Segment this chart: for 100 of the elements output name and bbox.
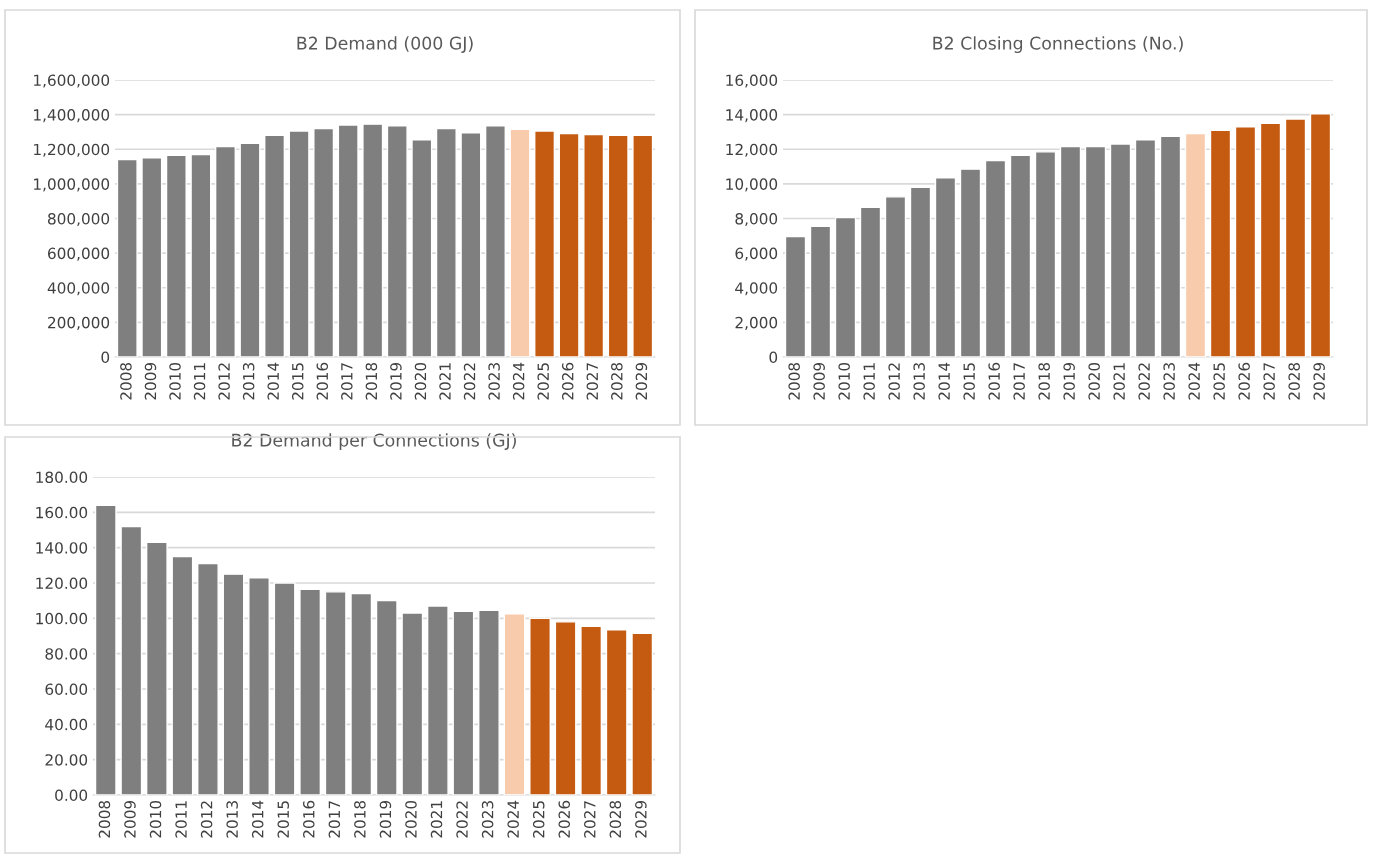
- bar: [509, 128, 531, 357]
- y-tick-label: 1,400,000: [34, 109, 110, 123]
- x-tick-label: 2021: [439, 363, 451, 400]
- y-tick-label: 4,000: [735, 282, 778, 296]
- x-tick-label: 2009: [813, 362, 825, 400]
- bar: [324, 591, 347, 795]
- bar: [350, 592, 373, 795]
- y-tick-label: 40.00: [45, 718, 88, 731]
- x-tick-label: 2019: [390, 362, 402, 400]
- bar: [435, 127, 457, 357]
- x-tick-label: 2020: [414, 362, 427, 400]
- x-tick-label: 2015: [277, 801, 290, 838]
- y-tick-label: 120.00: [36, 577, 88, 590]
- bar: [984, 159, 1007, 357]
- bar: [411, 139, 433, 357]
- x-tick-label: 2027: [584, 801, 596, 838]
- x-tick-label: 2016: [316, 362, 329, 400]
- bar: [534, 130, 556, 357]
- y-tick-label: 100.00: [36, 612, 88, 625]
- bar: [460, 132, 482, 357]
- x-tick-label: 2010: [149, 800, 162, 838]
- y-tick-label: 0.00: [55, 789, 88, 802]
- x-tick-label: 2024: [512, 362, 525, 400]
- bar: [239, 142, 261, 357]
- x-tick-label: 2022: [463, 363, 476, 400]
- x-tick-label: 2026: [558, 800, 571, 838]
- bar: [386, 125, 408, 357]
- bar: [313, 127, 335, 357]
- y-tick-label: 80.00: [45, 648, 88, 660]
- x-tick-label: 2029: [1313, 362, 1325, 400]
- x-tick-label: 2008: [788, 362, 800, 400]
- y-tick-label: 0: [101, 351, 110, 364]
- bar: [884, 196, 907, 357]
- x-tick-label: 2023: [481, 801, 494, 838]
- x-tick-label: 2008: [98, 800, 111, 838]
- x-tick-label: 2028: [611, 362, 623, 400]
- bar: [859, 206, 882, 357]
- bar: [478, 609, 500, 795]
- bar: [362, 123, 384, 357]
- bar: [145, 541, 168, 795]
- bar: [273, 582, 296, 795]
- y-tick-label: 400,000: [47, 282, 110, 296]
- x-tick-label: 2024: [507, 800, 519, 838]
- y-tick-label: 0: [769, 351, 778, 364]
- y-tick-label: 1,600,000: [34, 74, 110, 88]
- bar: [1159, 135, 1182, 357]
- bar: [834, 216, 857, 357]
- bar: [401, 612, 424, 795]
- bar: [1184, 132, 1207, 357]
- x-tick-label: 2028: [609, 800, 622, 838]
- bar: [1084, 145, 1107, 357]
- y-tick-label: 160.00: [36, 506, 88, 519]
- x-tick-label: 2014: [938, 362, 950, 400]
- x-tick-label: 2012: [218, 363, 230, 400]
- x-tick-label: 2010: [169, 362, 181, 400]
- bar: [1309, 113, 1332, 357]
- chart-title: B2 Demand per Connections (GJ): [232, 433, 516, 451]
- x-tick-label: 2017: [328, 801, 341, 838]
- bar: [222, 573, 245, 795]
- x-tick-label: 2019: [379, 800, 392, 838]
- x-tick-label: 2008: [120, 362, 132, 400]
- x-tick-label: 2024: [1188, 362, 1200, 400]
- x-tick-label: 2011: [193, 363, 206, 400]
- x-tick-label: 2009: [144, 362, 157, 400]
- bar: [583, 133, 605, 357]
- x-tick-label: 2029: [635, 800, 647, 838]
- bar: [484, 125, 506, 357]
- x-tick-label: 2022: [1138, 363, 1150, 400]
- chart-title: B2 Demand (000 GJ): [297, 36, 473, 53]
- x-tick-label: 2025: [532, 801, 545, 838]
- bar: [959, 168, 982, 357]
- x-tick-label: 2027: [586, 363, 599, 400]
- bar: [288, 130, 310, 357]
- x-tick-label: 2012: [888, 363, 900, 400]
- y-tick-label: 2,000: [735, 316, 778, 330]
- x-tick-label: 2025: [537, 363, 549, 400]
- y-tick-label: 12,000: [726, 143, 778, 157]
- bar: [580, 625, 603, 795]
- x-tick-label: 2029: [635, 362, 648, 400]
- x-tick-label: 2009: [124, 800, 136, 838]
- x-tick-label: 2020: [405, 800, 417, 838]
- bar: [171, 555, 194, 795]
- x-tick-label: 2011: [175, 801, 187, 838]
- bar: [375, 599, 398, 795]
- y-tick-label: 8,000: [735, 212, 778, 227]
- y-tick-label: 16,000: [726, 74, 778, 88]
- x-tick-label: 2013: [913, 363, 925, 400]
- x-tick-label: 2013: [226, 801, 238, 838]
- y-tick-label: 140.00: [36, 542, 88, 554]
- x-tick-label: 2025: [1213, 363, 1225, 400]
- x-tick-label: 2011: [863, 363, 875, 400]
- x-tick-label: 2014: [267, 362, 279, 400]
- bar: [558, 132, 580, 357]
- bar: [1234, 126, 1257, 357]
- y-tick-label: 200,000: [48, 316, 110, 330]
- y-tick-label: 1,000,000: [34, 178, 110, 192]
- bar: [554, 621, 577, 795]
- bar: [1059, 145, 1082, 357]
- bar: [165, 154, 187, 357]
- bar: [452, 610, 475, 795]
